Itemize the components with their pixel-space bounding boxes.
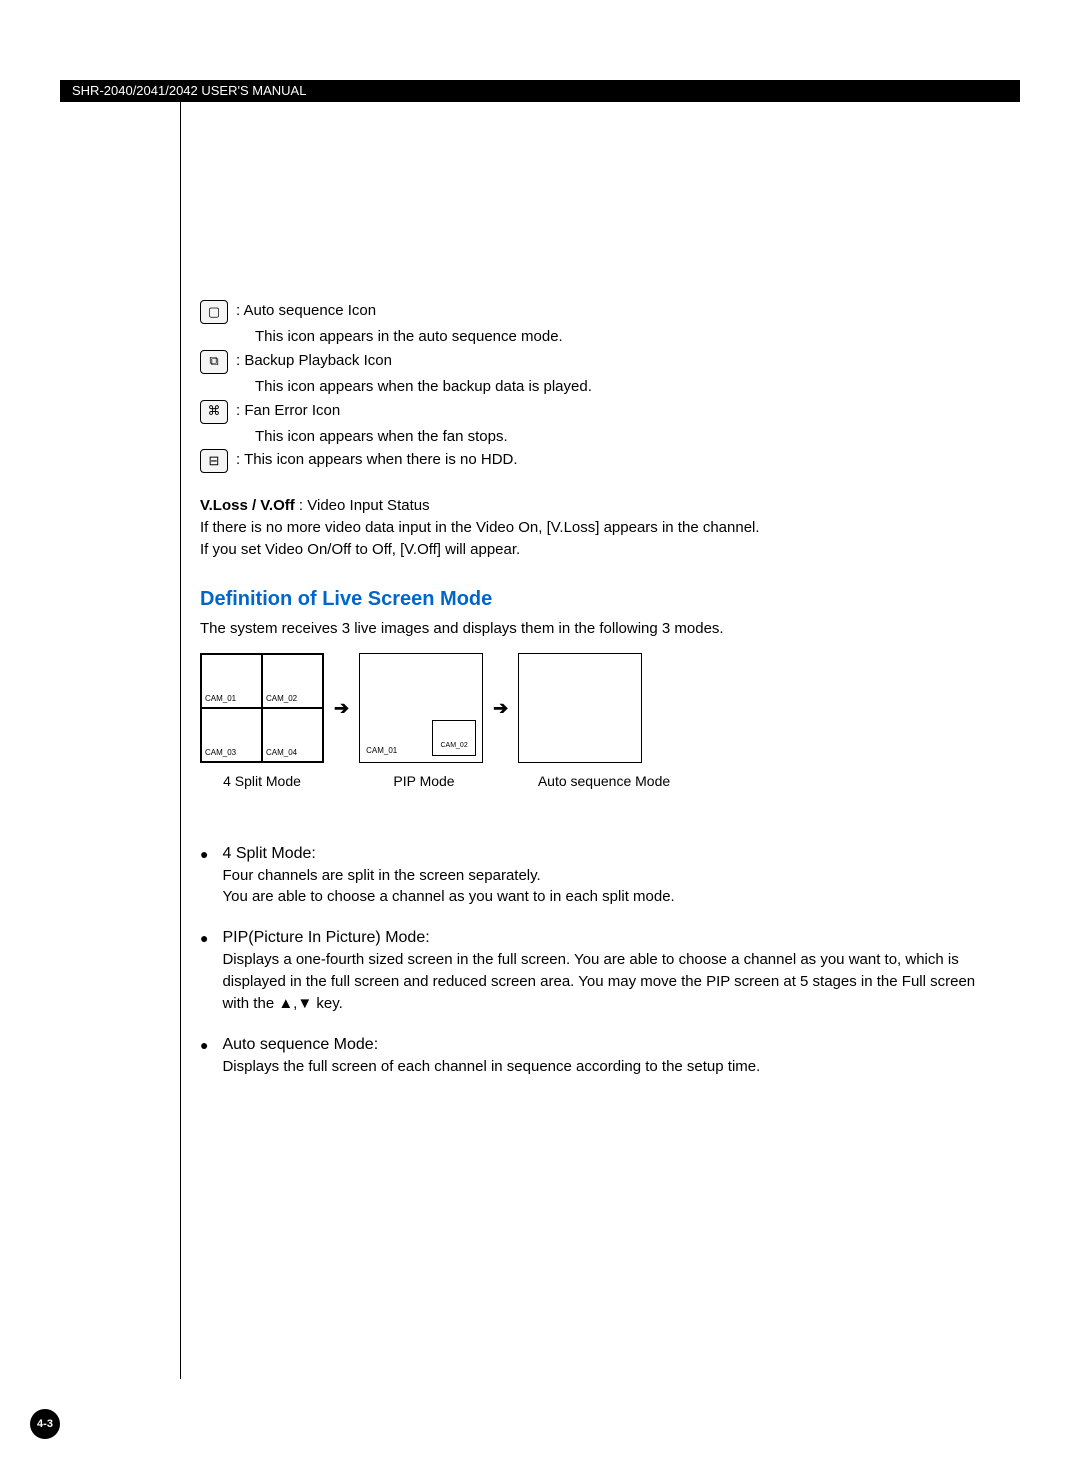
bullet-split-mode: ● 4 Split Mode: Four channels are split … [200,842,980,909]
mode-bullet-list: ● 4 Split Mode: Four channels are split … [200,842,980,1078]
pip-sub-box: CAM_02 [432,720,476,756]
cam-label: CAM_01 [366,745,397,757]
section-title: Definition of Live Screen Mode [200,585,980,614]
vloss-line2: If you set Video On/Off to Off, [V.Off] … [200,539,980,561]
caption: PIP Mode [362,771,486,791]
icon-desc: This icon appears when the backup data i… [255,376,980,398]
no-hdd-icon: ⊟ [200,449,228,473]
cam-label: CAM_04 [266,747,297,759]
icon-desc: This icon appears when the fan stops. [255,426,980,448]
vertical-rule [180,102,181,1379]
icon-label: : Backup Playback Icon [236,350,392,372]
bullet-title: PIP(Picture In Picture) Mode: [222,926,980,949]
page-content: ▢ : Auto sequence Icon This icon appears… [200,300,980,1096]
cam-label: CAM_02 [440,741,467,751]
bullet-desc: Displays a one-fourth sized screen in th… [222,949,980,1014]
arrow-icon: ➔ [493,695,508,721]
bullet-title: Auto sequence Mode: [222,1033,980,1056]
manual-header: SHR-2040/2041/2042 USER'S MANUAL [60,80,1020,102]
bullet-desc: Four channels are split in the screen se… [222,865,980,909]
bullet-icon: ● [200,1035,208,1078]
caption: 4 Split Mode [200,771,324,791]
diagram-captions: 4 Split Mode PIP Mode Auto sequence Mode [200,771,980,791]
mode-diagram: CAM_01 CAM_02 CAM_03 CAM_04 ➔ CAM_01 CAM… [200,653,980,763]
icon-backup-playback: ⧉ : Backup Playback Icon [200,350,980,374]
bullet-title: 4 Split Mode: [222,842,980,865]
vloss-section: V.Loss / V.Off : Video Input Status If t… [200,495,980,560]
auto-seq-mode-box [518,653,642,763]
section-intro: The system receives 3 live images and di… [200,618,980,640]
icon-desc: This icon appears in the auto sequence m… [255,326,980,348]
page-number: 4-3 [30,1409,60,1439]
quad-cell: CAM_04 [262,708,323,762]
fan-error-icon: ⌘ [200,400,228,424]
icon-auto-sequence: ▢ : Auto sequence Icon [200,300,980,324]
bullet-pip-mode: ● PIP(Picture In Picture) Mode: Displays… [200,926,980,1014]
quad-cell: CAM_01 [201,654,262,708]
auto-sequence-icon: ▢ [200,300,228,324]
bullet-auto-seq-mode: ● Auto sequence Mode: Displays the full … [200,1033,980,1078]
bullet-icon: ● [200,844,208,909]
vloss-line1: If there is no more video data input in … [200,517,980,539]
quad-cell: CAM_02 [262,654,323,708]
cam-label: CAM_03 [205,747,236,759]
icon-fan-error: ⌘ : Fan Error Icon [200,400,980,424]
icon-no-hdd: ⊟ : This icon appears when there is no H… [200,449,980,473]
bullet-desc: Displays the full screen of each channel… [222,1056,980,1078]
vloss-heading: V.Loss / V.Off [200,497,295,514]
vloss-heading-after: : Video Input Status [295,497,430,514]
split-mode-box: CAM_01 CAM_02 CAM_03 CAM_04 [200,653,324,763]
cam-label: CAM_01 [205,693,236,705]
pip-mode-box: CAM_01 CAM_02 [359,653,483,763]
icon-label: : This icon appears when there is no HDD… [236,449,518,471]
quad-cell: CAM_03 [201,708,262,762]
icon-label: : Fan Error Icon [236,400,340,422]
backup-playback-icon: ⧉ [200,350,228,374]
cam-label: CAM_02 [266,693,297,705]
icon-label: : Auto sequence Icon [236,300,376,322]
caption: Auto sequence Mode [524,771,684,791]
bullet-icon: ● [200,928,208,1014]
arrow-icon: ➔ [334,695,349,721]
